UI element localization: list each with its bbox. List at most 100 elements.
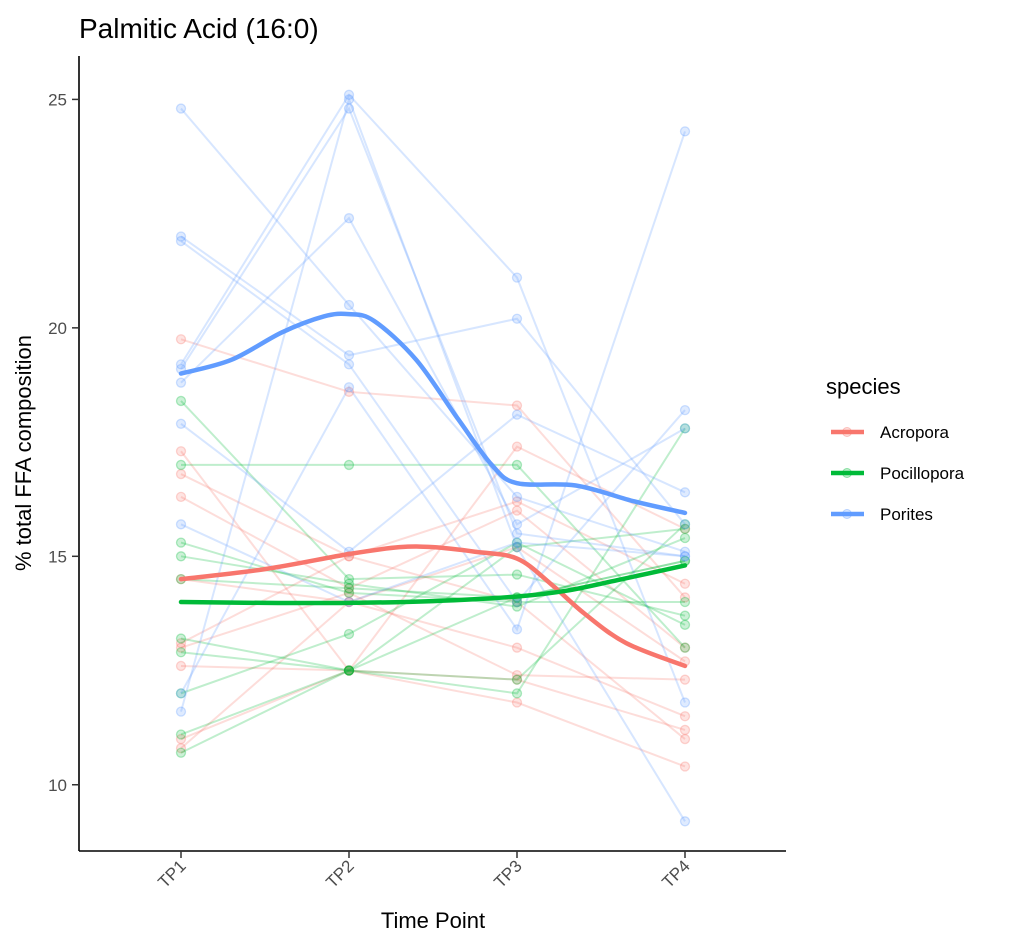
individual-line (180, 427, 686, 695)
data-point (511, 491, 523, 503)
data-point (175, 747, 187, 758)
individual-line (180, 559, 686, 754)
data-point (343, 89, 355, 100)
data-point (679, 596, 691, 608)
individual-line (180, 523, 686, 681)
data-point (175, 729, 187, 740)
data-point (343, 213, 355, 224)
data-point (511, 400, 523, 411)
data-point (511, 441, 523, 452)
y-tick-label: 10 (48, 776, 67, 795)
data-point (175, 334, 187, 345)
individual-line (181, 463, 686, 649)
trend-line-porites (178, 311, 688, 516)
data-point (511, 624, 523, 635)
data-point (175, 637, 187, 649)
individual-line (180, 664, 686, 731)
x-axis-title: Time Point (381, 908, 485, 933)
individual-line (180, 400, 686, 617)
data-point (679, 487, 691, 498)
y-axis-title: % total FFA composition (11, 335, 36, 571)
individual-line (180, 216, 686, 526)
data-point (343, 583, 355, 594)
data-point (343, 573, 355, 585)
data-point (175, 688, 187, 699)
data-point (679, 546, 691, 557)
plot-area (175, 89, 691, 827)
data-point (175, 733, 187, 745)
data-point (679, 523, 691, 535)
data-point (679, 519, 691, 530)
data-point (175, 418, 187, 429)
data-point (679, 592, 691, 603)
data-point (679, 551, 691, 562)
data-point (343, 578, 355, 589)
series-porites-individuals (175, 89, 691, 827)
data-point (511, 505, 523, 516)
data-point (175, 537, 187, 548)
y-axis-ticks: 10 15 20 25 (48, 90, 79, 795)
data-point (511, 409, 523, 420)
data-point (175, 395, 187, 407)
data-point (343, 665, 355, 676)
data-point (511, 688, 523, 699)
individual-line (180, 413, 686, 554)
individual-line (180, 240, 686, 604)
legend-label: Pocillopora (880, 464, 965, 483)
legend-label: Acropora (880, 423, 950, 442)
data-point (343, 459, 355, 471)
data-point (679, 761, 691, 772)
legend-key-point (842, 509, 852, 519)
individual-line (180, 107, 686, 553)
data-point (511, 674, 523, 685)
individual-line (180, 338, 686, 599)
individual-line (180, 578, 686, 718)
data-point (343, 386, 355, 397)
individual-line (180, 131, 686, 694)
individual-line (180, 559, 686, 599)
data-point (343, 299, 355, 311)
data-point (679, 578, 691, 589)
data-point (175, 743, 187, 754)
legend-title: species (826, 374, 901, 399)
data-point (175, 642, 187, 653)
individual-line (180, 235, 686, 525)
data-point (511, 459, 523, 471)
legend-item-acropora: Acropora (831, 423, 950, 442)
data-point (679, 423, 691, 434)
data-point (343, 103, 355, 114)
individual-line (180, 473, 686, 585)
x-tick-label: TP1 (154, 856, 189, 891)
data-point (343, 359, 355, 370)
data-point (679, 404, 691, 416)
data-point (175, 633, 187, 644)
data-point (175, 235, 187, 247)
data-point (679, 733, 691, 745)
data-point (511, 519, 523, 530)
individual-line (180, 523, 686, 604)
data-point (175, 647, 187, 658)
y-tick-label: 20 (48, 319, 67, 338)
data-point (175, 491, 187, 503)
data-point (679, 674, 691, 685)
individual-line (180, 555, 686, 740)
x-tick-label: TP3 (490, 856, 525, 891)
data-point (511, 528, 523, 539)
data-point (679, 523, 691, 535)
individual-line (180, 445, 686, 673)
data-point (679, 816, 691, 827)
individual-line (180, 591, 686, 681)
data-point (175, 459, 187, 471)
data-point (175, 231, 187, 242)
data-point (175, 468, 187, 480)
data-point (175, 706, 187, 717)
data-point (175, 660, 187, 672)
data-point (175, 688, 187, 699)
data-point (343, 587, 355, 599)
data-point (343, 665, 355, 676)
x-tick-label: TP2 (322, 856, 357, 891)
individual-line (180, 527, 686, 736)
data-point (679, 519, 691, 530)
data-point (175, 519, 187, 530)
data-point (511, 697, 523, 708)
